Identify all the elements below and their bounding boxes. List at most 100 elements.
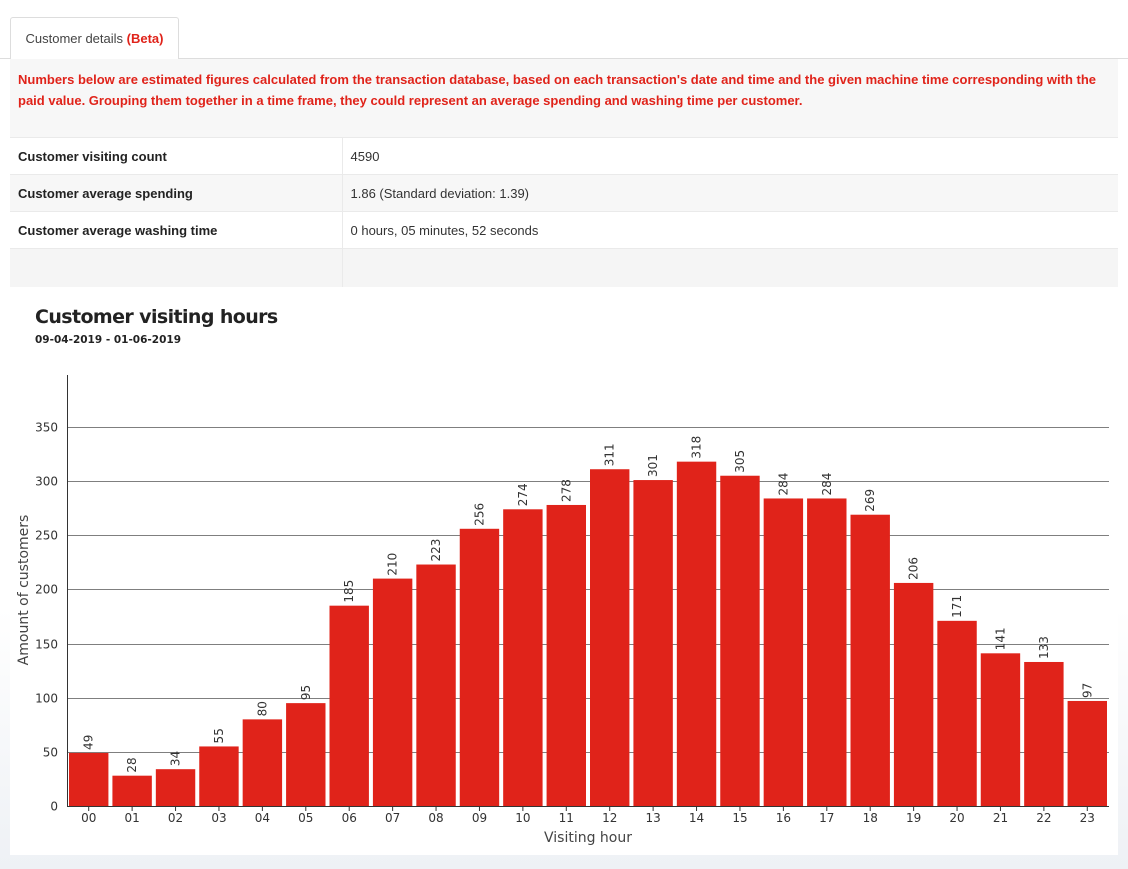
bar [503, 509, 543, 806]
data-label: 49 [82, 735, 96, 750]
x-tick-label: 19 [906, 811, 921, 825]
x-tick-label: 22 [1036, 811, 1051, 825]
bar [416, 564, 456, 806]
data-label: 97 [1080, 683, 1094, 698]
data-label: 311 [603, 443, 617, 466]
data-label: 223 [429, 539, 443, 562]
y-tick-label: 100 [35, 692, 58, 706]
x-tick-label: 18 [863, 811, 878, 825]
y-axis-label: Amount of customers [16, 515, 32, 666]
stat-label: Customer average spending [10, 174, 343, 212]
bar [937, 620, 977, 806]
stat-value: 1.86 (Standard deviation: 1.39) [342, 174, 1118, 212]
tab-beta-badge: (Beta) [126, 31, 164, 46]
table-row: Customer average washing time 0 hours, 0… [10, 211, 1118, 249]
x-tick-label: 13 [645, 811, 660, 825]
x-tick-label: 03 [211, 811, 226, 825]
x-tick-label: 20 [949, 811, 964, 825]
bar [112, 775, 152, 806]
tab-label: Customer details [25, 31, 124, 46]
bar [372, 578, 413, 806]
stats-table: Customer visiting count 4590 Customer av… [10, 137, 1118, 287]
chart-subtitle: 09-04-2019 - 01-06-2019 [35, 334, 181, 346]
bar [676, 461, 717, 806]
bar [893, 582, 934, 806]
y-tick-label: 50 [43, 746, 58, 760]
stat-value: 4590 [342, 137, 1118, 175]
data-label: 278 [559, 479, 573, 502]
x-tick-label: 01 [124, 811, 139, 825]
data-label: 133 [1037, 636, 1051, 659]
bar [69, 752, 109, 806]
tab-bar: Customer details (Beta) [0, 0, 1128, 59]
data-label: 206 [907, 557, 921, 580]
table-row: Customer average spending 1.86 (Standard… [10, 174, 1118, 212]
bar [850, 514, 890, 806]
bar [1024, 661, 1064, 806]
x-tick-label: 21 [993, 811, 1008, 825]
data-label: 274 [516, 483, 530, 506]
x-tick-label: 14 [689, 811, 704, 825]
data-label: 301 [646, 454, 660, 477]
data-label: 284 [820, 473, 834, 496]
data-label: 284 [776, 473, 790, 496]
x-tick-label: 05 [298, 811, 313, 825]
bar [1067, 700, 1107, 806]
data-label: 95 [299, 685, 313, 700]
bar [590, 469, 630, 806]
data-label: 80 [255, 701, 269, 716]
data-label: 305 [733, 450, 747, 473]
data-label: 171 [950, 595, 964, 618]
x-tick-label: 00 [81, 811, 96, 825]
empty-row [10, 248, 1118, 287]
data-label: 318 [690, 436, 704, 459]
data-label: 256 [472, 503, 486, 526]
data-label: 141 [993, 627, 1007, 650]
bar [807, 498, 847, 806]
data-label: 55 [212, 728, 226, 743]
bar [633, 480, 673, 806]
data-label: 28 [125, 757, 139, 772]
x-tick-label: 16 [776, 811, 791, 825]
bar [199, 746, 239, 806]
x-axis-label: Visiting hour [544, 830, 632, 846]
x-tick-label: 10 [515, 811, 530, 825]
tab-customer-details[interactable]: Customer details (Beta) [10, 17, 179, 59]
y-tick-label: 250 [35, 529, 58, 543]
x-tick-label: 08 [428, 811, 443, 825]
stat-label: Customer visiting count [10, 137, 343, 175]
x-tick-label: 11 [559, 811, 574, 825]
bar [763, 498, 804, 806]
y-tick-label: 300 [35, 475, 58, 489]
stat-value: 0 hours, 05 minutes, 52 seconds [342, 211, 1118, 249]
bar [242, 719, 283, 806]
bar [546, 504, 586, 806]
table-row: Customer visiting count 4590 [10, 137, 1118, 175]
bar [720, 475, 760, 806]
data-label: 34 [169, 751, 183, 766]
y-tick-label: 350 [35, 421, 58, 435]
y-tick-label: 150 [35, 638, 58, 652]
y-tick-label: 200 [35, 583, 58, 597]
stat-label: Customer average washing time [10, 211, 343, 249]
data-label: 269 [863, 489, 877, 512]
x-tick-label: 09 [472, 811, 487, 825]
data-label: 185 [342, 580, 356, 603]
x-tick-label: 12 [602, 811, 617, 825]
bar [286, 703, 326, 806]
y-tick-label: 0 [50, 800, 58, 814]
x-tick-label: 23 [1080, 811, 1095, 825]
data-label: 210 [386, 553, 400, 576]
x-tick-label: 06 [342, 811, 357, 825]
chart-title: Customer visiting hours [35, 306, 278, 328]
x-tick-label: 04 [255, 811, 270, 825]
x-tick-label: 02 [168, 811, 183, 825]
x-tick-label: 17 [819, 811, 834, 825]
bar [980, 653, 1021, 806]
x-tick-label: 15 [732, 811, 747, 825]
estimate-notice: Numbers below are estimated figures calc… [10, 59, 1118, 137]
bar [155, 769, 196, 806]
bar [329, 605, 369, 806]
customer-details-panel: Numbers below are estimated figures calc… [10, 59, 1118, 855]
